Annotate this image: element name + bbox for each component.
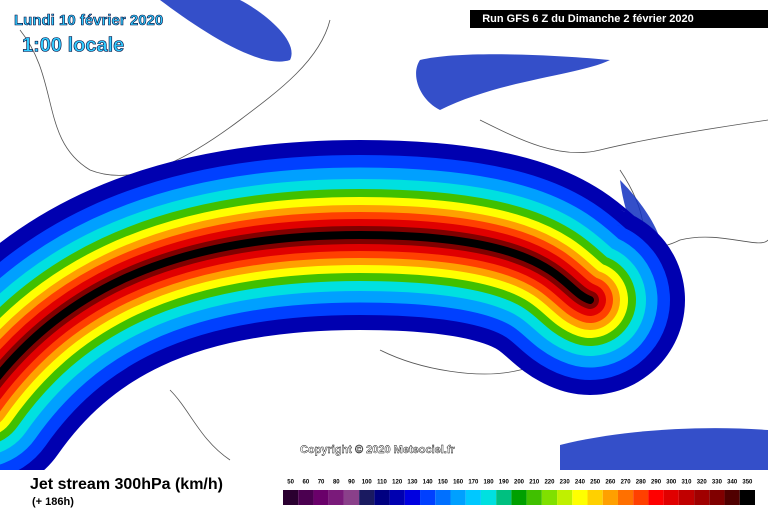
scale-swatch	[557, 490, 573, 505]
scale-label: 280	[636, 480, 647, 486]
scale-swatch	[617, 490, 634, 505]
scale-swatch	[739, 490, 755, 505]
scale-swatch	[572, 490, 588, 505]
scale-label: 290	[651, 480, 662, 486]
scale-swatch	[328, 490, 344, 505]
scale-label: 110	[377, 480, 387, 486]
scale-swatch	[435, 490, 451, 505]
scale-label: 260	[605, 480, 616, 486]
scale-swatch	[694, 490, 710, 505]
scale-label: 200	[514, 480, 525, 486]
run-box	[470, 10, 768, 28]
scale-swatch	[389, 490, 405, 505]
scale-label: 230	[560, 480, 571, 486]
jet-stream	[0, 139, 685, 493]
scale-swatch	[709, 490, 725, 505]
scale-label: 60	[302, 480, 309, 486]
scale-label: 320	[697, 480, 708, 486]
scale-swatch	[420, 490, 436, 505]
footer-title: Jet stream 300hPa (km/h)	[30, 476, 223, 493]
scale-swatch	[511, 490, 527, 505]
scale-label: 240	[575, 480, 586, 486]
scale-label: 100	[362, 480, 373, 486]
jet-band	[0, 230, 594, 381]
scale-label: 70	[318, 480, 325, 486]
scale-swatch	[343, 490, 360, 505]
time: 1:00 locale	[22, 34, 124, 56]
run-info: Run GFS 6 Z du Dimanche 2 février 2020	[482, 13, 694, 25]
scale-label: 160	[453, 480, 464, 486]
jet-patches	[160, 0, 768, 470]
scale-label: 190	[499, 480, 510, 486]
scale-swatch	[648, 490, 664, 505]
scale-label: 210	[529, 480, 540, 486]
scale-swatch	[541, 490, 558, 505]
scale-swatch	[724, 490, 740, 505]
scale-label: 90	[348, 480, 355, 486]
scale-swatch	[465, 490, 481, 505]
scale-label: 180	[484, 480, 495, 486]
scale-swatch	[663, 490, 679, 505]
scale-label: 140	[423, 480, 434, 486]
scale-label: 220	[544, 480, 555, 486]
scale-swatch	[587, 490, 603, 505]
scale-label: 350	[742, 480, 753, 486]
copyright: Copyright © 2020 Meteociel.fr	[300, 444, 456, 456]
scale-swatch	[450, 490, 466, 505]
scale-swatch	[526, 490, 542, 505]
scale-swatch	[298, 490, 314, 505]
scale-swatch	[359, 490, 375, 505]
scale-swatch	[374, 490, 390, 505]
lead-time: (+ 186h)	[32, 496, 74, 508]
scale-swatch	[480, 490, 497, 505]
scale-label: 330	[712, 480, 723, 486]
scale-swatch	[283, 490, 299, 505]
scale-swatch	[404, 490, 421, 505]
scale-label: 130	[407, 480, 418, 486]
scale-swatch	[602, 490, 618, 505]
scale-swatch	[678, 490, 695, 505]
date: Lundi 10 février 2020	[14, 12, 163, 29]
scale-swatch	[633, 490, 649, 505]
scale-label: 120	[392, 480, 403, 486]
scale-label: 50	[287, 480, 294, 486]
scale-label: 300	[666, 480, 677, 486]
scale-label: 80	[333, 480, 340, 486]
scale-swatch	[496, 490, 512, 505]
scale-label: 270	[621, 480, 632, 486]
scale-label: 250	[590, 480, 601, 486]
scale-label: 310	[681, 480, 692, 486]
color-scale: 50 60 70 80 90 100 110 120 130 140 150 160 170 180 190…	[283, 480, 755, 505]
scale-swatch	[313, 490, 329, 505]
scale-label: 170	[468, 480, 479, 486]
scale-label: 340	[727, 480, 738, 486]
scale-label: 150	[438, 480, 449, 486]
